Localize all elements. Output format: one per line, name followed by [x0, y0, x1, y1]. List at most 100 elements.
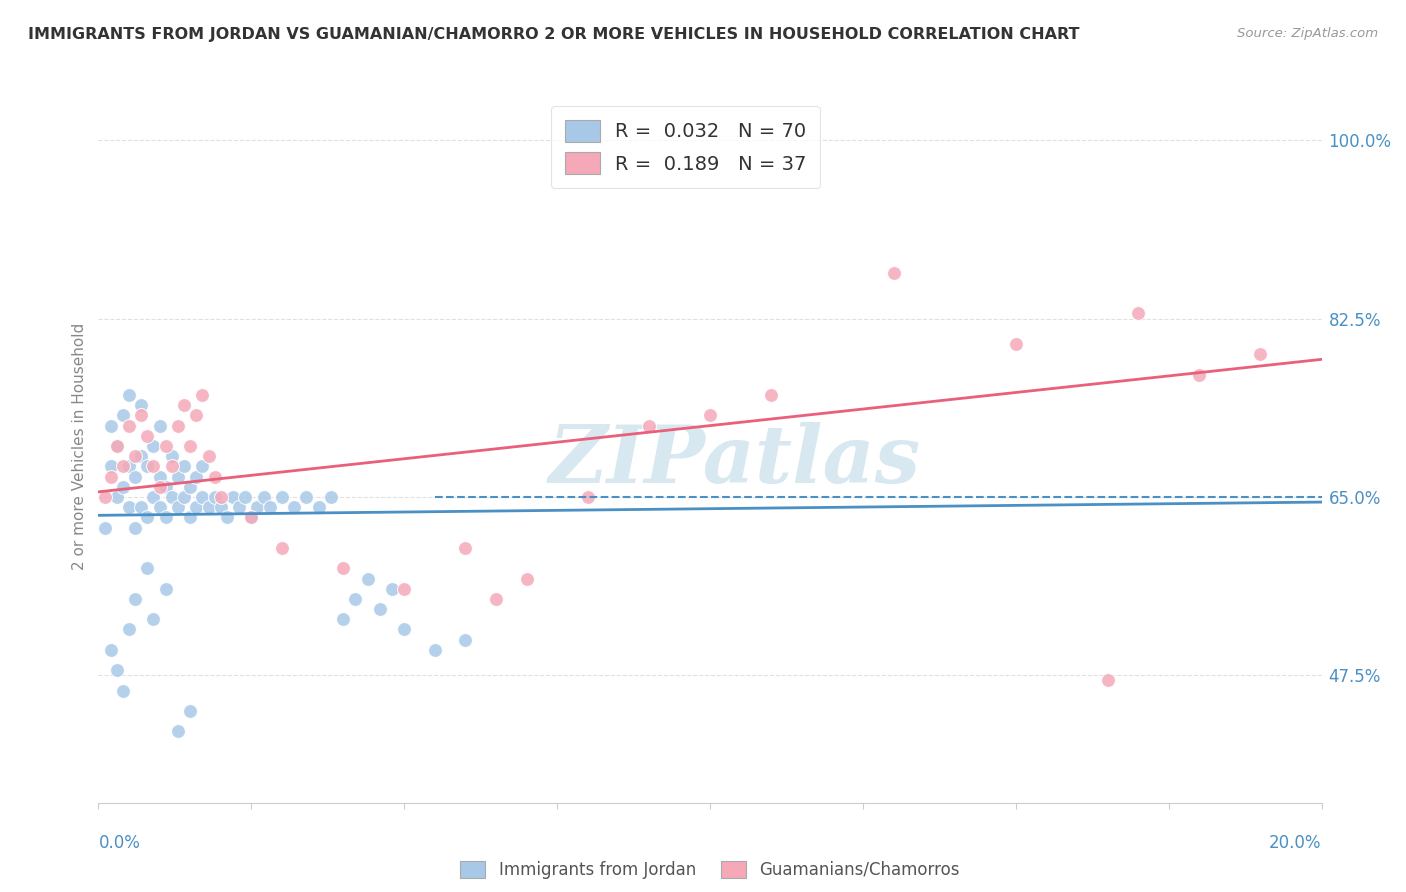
Point	[111, 459, 134, 474]
Point	[118, 418, 141, 433]
Point	[142, 439, 165, 453]
Point	[136, 561, 159, 575]
Point	[179, 439, 201, 453]
Point	[576, 490, 599, 504]
Point	[111, 409, 134, 423]
Point	[1097, 673, 1119, 688]
Point	[332, 561, 354, 575]
Point	[319, 490, 342, 504]
Point	[344, 591, 367, 606]
Point	[179, 480, 201, 494]
Point	[142, 490, 165, 504]
Point	[111, 683, 134, 698]
Point	[233, 490, 256, 504]
Point	[167, 469, 190, 483]
Point	[118, 500, 141, 515]
Point	[204, 469, 226, 483]
Point	[105, 439, 128, 453]
Point	[93, 520, 115, 534]
Point	[392, 623, 416, 637]
Legend: Immigrants from Jordan, Guamanians/Chamorros: Immigrants from Jordan, Guamanians/Chamo…	[451, 853, 969, 888]
Text: 0.0%: 0.0%	[98, 834, 141, 852]
Text: 20.0%: 20.0%	[1270, 834, 1322, 852]
Point	[637, 418, 661, 433]
Point	[118, 459, 141, 474]
Point	[228, 500, 250, 515]
Point	[381, 582, 404, 596]
Point	[155, 582, 177, 596]
Point	[167, 724, 190, 739]
Point	[197, 500, 219, 515]
Point	[204, 490, 226, 504]
Point	[883, 266, 905, 280]
Point	[167, 500, 190, 515]
Point	[246, 500, 269, 515]
Point	[516, 572, 538, 586]
Point	[142, 612, 165, 626]
Point	[283, 500, 305, 515]
Point	[191, 490, 214, 504]
Point	[129, 500, 152, 515]
Point	[149, 469, 172, 483]
Point	[240, 510, 263, 524]
Point	[179, 510, 201, 524]
Text: Source: ZipAtlas.com: Source: ZipAtlas.com	[1237, 27, 1378, 40]
Point	[270, 541, 292, 555]
Point	[160, 490, 183, 504]
Point	[155, 510, 177, 524]
Point	[129, 409, 152, 423]
Point	[197, 449, 219, 463]
Point	[149, 480, 172, 494]
Point	[191, 459, 214, 474]
Point	[186, 409, 208, 423]
Point	[105, 490, 128, 504]
Point	[222, 490, 245, 504]
Point	[129, 398, 152, 412]
Point	[129, 449, 152, 463]
Point	[1128, 306, 1150, 320]
Point	[191, 388, 214, 402]
Point	[485, 591, 508, 606]
Point	[173, 398, 195, 412]
Point	[252, 490, 274, 504]
Point	[100, 418, 122, 433]
Point	[118, 623, 141, 637]
Point	[124, 591, 146, 606]
Point	[136, 429, 159, 443]
Point	[173, 459, 195, 474]
Point	[155, 439, 177, 453]
Point	[423, 643, 446, 657]
Point	[368, 602, 391, 616]
Point	[270, 490, 292, 504]
Point	[215, 510, 238, 524]
Point	[111, 480, 134, 494]
Point	[186, 469, 208, 483]
Point	[167, 418, 190, 433]
Point	[356, 572, 378, 586]
Point	[149, 418, 172, 433]
Point	[173, 490, 195, 504]
Text: ZIPatlas: ZIPatlas	[548, 422, 921, 499]
Point	[124, 449, 146, 463]
Point	[209, 490, 232, 504]
Point	[186, 500, 208, 515]
Point	[93, 490, 115, 504]
Point	[1188, 368, 1211, 382]
Point	[454, 632, 477, 647]
Point	[155, 480, 177, 494]
Point	[100, 469, 122, 483]
Point	[149, 500, 172, 515]
Point	[209, 500, 232, 515]
Point	[160, 459, 183, 474]
Point	[160, 449, 183, 463]
Point	[392, 582, 416, 596]
Point	[454, 541, 477, 555]
Point	[259, 500, 281, 515]
Point	[136, 510, 159, 524]
Point	[124, 520, 146, 534]
Y-axis label: 2 or more Vehicles in Household: 2 or more Vehicles in Household	[72, 322, 87, 570]
Point	[308, 500, 330, 515]
Point	[1004, 337, 1026, 351]
Point	[699, 409, 721, 423]
Point	[142, 459, 165, 474]
